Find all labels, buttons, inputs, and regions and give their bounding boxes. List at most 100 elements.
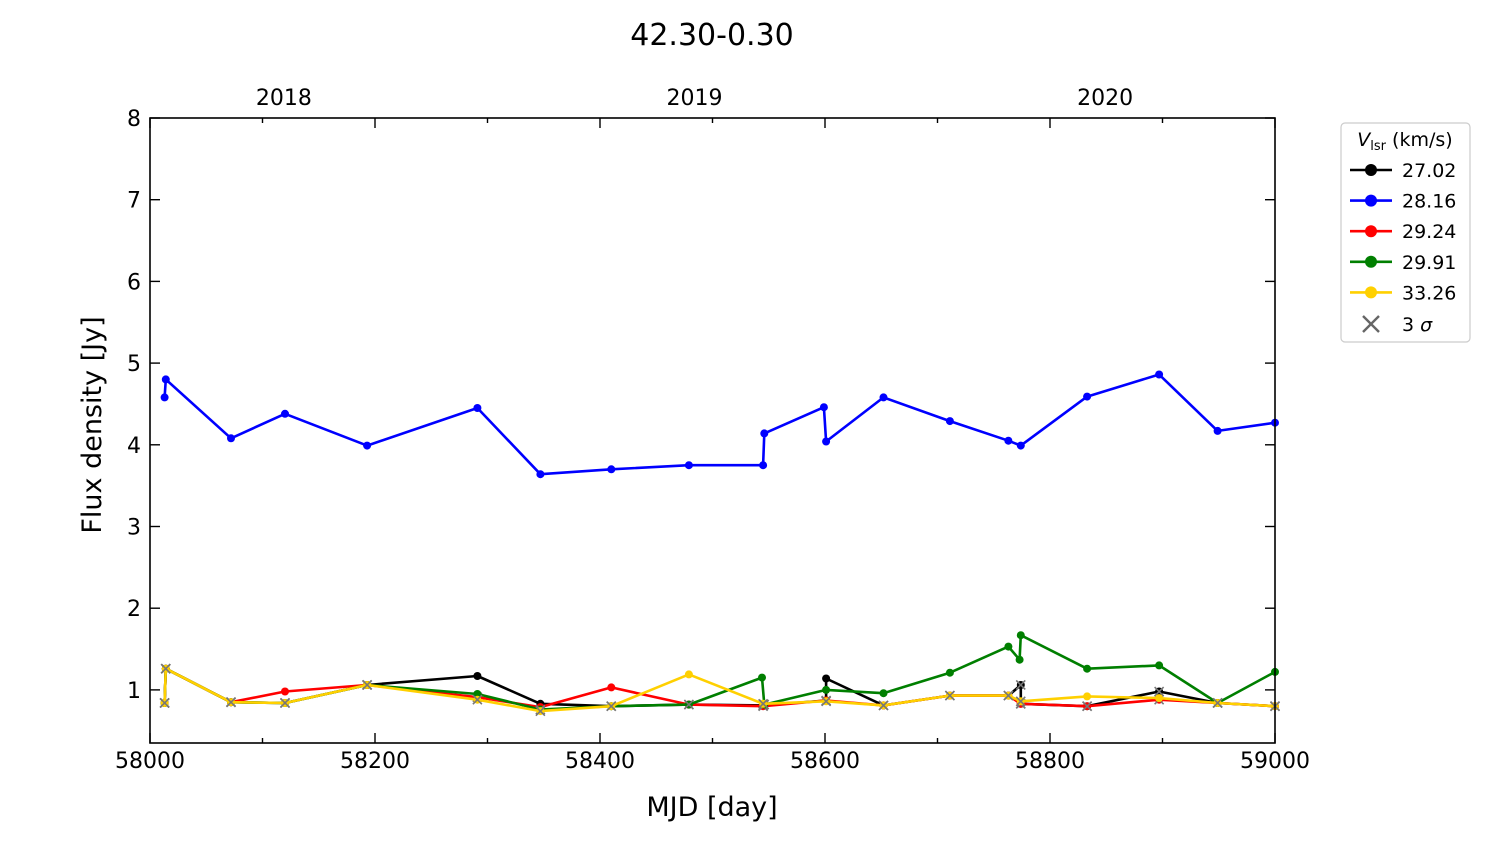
x-tick-label: 58000: [115, 749, 185, 774]
legend-entry-28.16: 28.16: [1350, 191, 1456, 213]
legend-title: Vlsr (km/s): [1357, 129, 1452, 154]
legend-sigma-marker: [1362, 315, 1380, 333]
legend-sigma-label: 3 σ: [1402, 314, 1433, 336]
upper-limit-marker: [1154, 686, 1165, 697]
legend: Vlsr (km/s) 27.02 28.16 29.24 29.91 33.26 3 …: [1340, 122, 1471, 343]
data-point: [879, 393, 888, 402]
data-point: [1083, 664, 1092, 673]
data-point: [945, 417, 954, 426]
data-point: [1213, 426, 1222, 435]
legend-label: 33.26: [1402, 282, 1456, 304]
upper-limit-marker: [821, 696, 832, 707]
data-point: [281, 687, 289, 696]
x-tick-label: 58200: [340, 749, 410, 774]
data-point: [1004, 436, 1013, 445]
data-point: [473, 690, 482, 698]
y-tick-label: 2: [127, 597, 141, 622]
series-line: [163, 373, 1276, 476]
y-tick-label: 8: [127, 107, 141, 132]
data-point: [1004, 642, 1013, 651]
data-point: [759, 461, 768, 470]
data-point: [160, 393, 169, 402]
series-33.26: [159, 663, 1281, 717]
x-tick-label: 59000: [1240, 749, 1310, 774]
legend-marker: [1365, 255, 1377, 268]
series-28.16: [160, 370, 1279, 479]
upper-limit-marker: [1003, 690, 1014, 701]
legend-entry-sigma: 3 σ: [1362, 314, 1433, 336]
data-point: [473, 672, 482, 680]
data-point: [1083, 392, 1092, 401]
data-point: [161, 375, 170, 384]
chart-title: 42.30-0.30: [630, 18, 794, 53]
legend-marker: [1365, 225, 1377, 238]
legend-entry-33.26: 33.26: [1350, 282, 1456, 304]
plot-area: [159, 370, 1281, 717]
upper-limit-marker: [1015, 679, 1026, 691]
data-point: [1016, 631, 1025, 640]
legend-marker: [1365, 286, 1377, 299]
upper-limit-marker: [362, 679, 373, 691]
x-tick-label: 58600: [790, 749, 860, 774]
upper-limit-marker: [225, 697, 237, 708]
data-point: [879, 689, 888, 698]
data-point: [536, 470, 545, 479]
data-point: [945, 668, 954, 677]
data-point: [281, 409, 289, 418]
legend-marker: [1365, 164, 1377, 176]
x-tick-label: 58800: [1015, 749, 1085, 774]
data-point: [684, 670, 693, 679]
y-tick-label: 7: [127, 189, 141, 214]
legend-marker: [1365, 194, 1377, 207]
data-point: [1155, 694, 1164, 703]
data-point: [758, 673, 766, 682]
top-year-label: 2019: [667, 86, 723, 111]
y-axis-ticks: 1 2 3 4 5 6 7 8: [127, 107, 1275, 704]
legend-label: 29.91: [1402, 252, 1456, 274]
x-axis-label: MJD [day]: [646, 792, 777, 823]
legend-entry-29.24: 29.24: [1350, 221, 1456, 243]
data-point: [1083, 692, 1092, 701]
top-year-label: 2020: [1077, 86, 1133, 111]
legend-title-units: (km/s): [1386, 129, 1453, 151]
legend-label: 27.02: [1402, 160, 1456, 182]
upper-limit-marker: [535, 706, 546, 717]
y-tick-label: 1: [127, 679, 141, 704]
data-point: [1155, 370, 1164, 379]
y-tick-label: 3: [127, 515, 141, 540]
data-point: [822, 437, 831, 446]
series-line: [163, 633, 1276, 711]
upper-limit-marker: [878, 700, 889, 711]
data-point: [227, 434, 235, 443]
upper-limit-marker: [160, 663, 171, 674]
x-tick-label: 58400: [565, 749, 635, 774]
data-point: [473, 404, 482, 412]
legend-entries: 27.02 28.16 29.24 29.91 33.26: [1350, 160, 1456, 304]
upper-limit-marker: [683, 699, 694, 710]
upper-limit-marker: [279, 697, 291, 709]
upper-limit-marker: [159, 697, 170, 709]
data-point: [760, 429, 769, 438]
x-axis-ticks: 58000 58200 58400 58600 58800 59000: [115, 118, 1310, 774]
upper-limit-marker: [758, 698, 769, 709]
data-point: [822, 674, 831, 683]
legend-label: 29.24: [1402, 221, 1456, 243]
legend-sigma-number: 3: [1402, 314, 1420, 336]
data-point: [822, 685, 831, 694]
upper-limit-marker: [1015, 696, 1026, 707]
top-axis-year-labels: 2018 2019 2020: [256, 86, 1133, 111]
top-year-label: 2018: [256, 86, 312, 111]
data-point: [607, 465, 616, 474]
data-point: [363, 441, 372, 450]
upper-limit-marker: [606, 701, 617, 712]
data-point: [1016, 441, 1025, 450]
data-point: [819, 403, 828, 412]
upper-limit-marker: [944, 690, 955, 701]
data-point: [607, 683, 616, 692]
data-point: [1155, 661, 1164, 670]
legend-sigma-symbol: σ: [1420, 314, 1433, 336]
upper-limit-marker: [1082, 701, 1093, 712]
legend-label: 28.16: [1402, 191, 1456, 213]
data-point: [1015, 655, 1024, 664]
